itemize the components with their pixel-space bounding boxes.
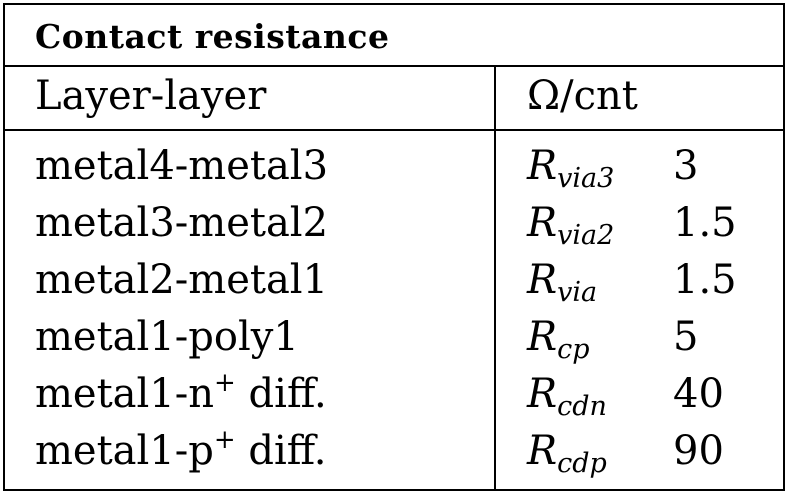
symbol-cell: Rcp <box>527 308 590 366</box>
layer-cell: metal1-p+ diff. <box>35 422 327 480</box>
table-row: metal4-metal3 Rvia3 3 <box>5 137 783 195</box>
symbol-cell: Rvia3 <box>527 137 614 195</box>
symbol-subscript: cdp <box>557 448 607 479</box>
symbol-cell: Rcdp <box>527 422 607 480</box>
layer-name: metal1-poly1 <box>35 314 299 360</box>
layer-suffix: diff. <box>235 371 327 417</box>
symbol-subscript: via2 <box>557 220 615 251</box>
value-cell: 40 <box>673 371 724 417</box>
value-cell: 1.5 <box>673 257 737 303</box>
symbol-base: R <box>527 371 558 417</box>
layer-cell: metal4-metal3 <box>35 137 328 195</box>
layer-superscript: + <box>213 425 236 455</box>
table-title: Contact resistance <box>35 17 390 56</box>
symbol-cell: Rcdn <box>527 365 607 423</box>
symbol-subscript: cp <box>557 334 590 365</box>
table-row: metal1-n+ diff. Rcdn 40 <box>5 365 783 423</box>
symbol-base: R <box>527 200 558 246</box>
table-row: metal2-metal1 Rvia 1.5 <box>5 251 783 309</box>
table-title-row: Contact resistance <box>5 5 783 67</box>
layer-superscript: + <box>214 368 236 398</box>
value-cell: 5 <box>673 314 699 360</box>
value-cell: 3 <box>673 143 699 189</box>
table-header-row: Layer-layer Ω/cnt <box>5 67 783 131</box>
table-row: metal1-p+ diff. Rcdp 90 <box>5 422 783 480</box>
layer-name: metal4-metal3 <box>35 143 329 189</box>
table-row: metal3-metal2 Rvia2 1.5 <box>5 194 783 252</box>
layer-name: metal2-metal1 <box>35 257 329 303</box>
layer-cell: metal1-poly1 <box>35 308 299 366</box>
layer-cell: metal3-metal2 <box>35 194 328 252</box>
symbol-subscript: cdn <box>557 391 607 422</box>
layer-name: metal1-p <box>35 428 214 474</box>
layer-name: metal3-metal2 <box>35 200 329 246</box>
symbol-base: R <box>527 143 558 189</box>
symbol-cell: Rvia <box>527 251 597 309</box>
table-row: metal1-poly1 Rcp 5 <box>5 308 783 366</box>
header-layer-layer: Layer-layer <box>35 73 267 119</box>
layer-cell: metal1-n+ diff. <box>35 365 327 423</box>
layer-cell: metal2-metal1 <box>35 251 328 309</box>
symbol-base: R <box>527 257 558 303</box>
contact-resistance-table: Contact resistance Layer-layer Ω/cnt met… <box>3 3 785 491</box>
column-divider <box>494 67 496 491</box>
symbol-subscript: via <box>557 277 598 308</box>
header-unit: Ω/cnt <box>527 73 638 119</box>
value-cell: 90 <box>673 428 724 474</box>
symbol-subscript: via3 <box>557 163 615 194</box>
symbol-cell: Rvia2 <box>527 194 614 252</box>
symbol-base: R <box>527 314 558 360</box>
value-cell: 1.5 <box>673 200 737 246</box>
layer-name: metal1-n <box>35 371 215 417</box>
symbol-base: R <box>527 428 558 474</box>
layer-suffix: diff. <box>235 428 327 474</box>
